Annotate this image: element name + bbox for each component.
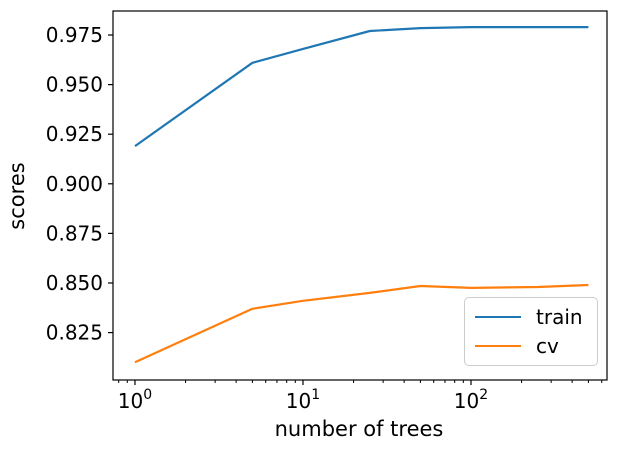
y-tick-label: 0.900: [46, 172, 103, 196]
y-tick-label: 0.975: [46, 23, 103, 47]
series-line-train: [134, 26, 589, 147]
legend-label-train: train: [536, 305, 583, 330]
x-tick-label: 100: [118, 387, 152, 413]
legend: train cv: [464, 297, 598, 366]
series-line-cv: [134, 283, 589, 364]
y-tick-label: 0.850: [46, 271, 103, 295]
legend-label-cv: cv: [536, 333, 559, 358]
y-tick-label: 0.925: [46, 122, 103, 146]
y-tick-label: 0.950: [46, 73, 103, 97]
legend-entry-train: train: [475, 307, 587, 327]
y-tick-label: 0.875: [46, 221, 103, 245]
x-tick-label: 101: [286, 387, 320, 413]
x-tick-label: 102: [454, 387, 488, 413]
plot-border: [112, 10, 608, 381]
y-axis-title: scores: [5, 162, 29, 230]
x-axis-title: number of trees: [274, 417, 444, 441]
train-line-swatch: [475, 316, 521, 319]
y-tick-label: 0.825: [46, 321, 103, 345]
cv-line-swatch: [475, 344, 521, 347]
legend-entry-cv: cv: [475, 336, 587, 356]
